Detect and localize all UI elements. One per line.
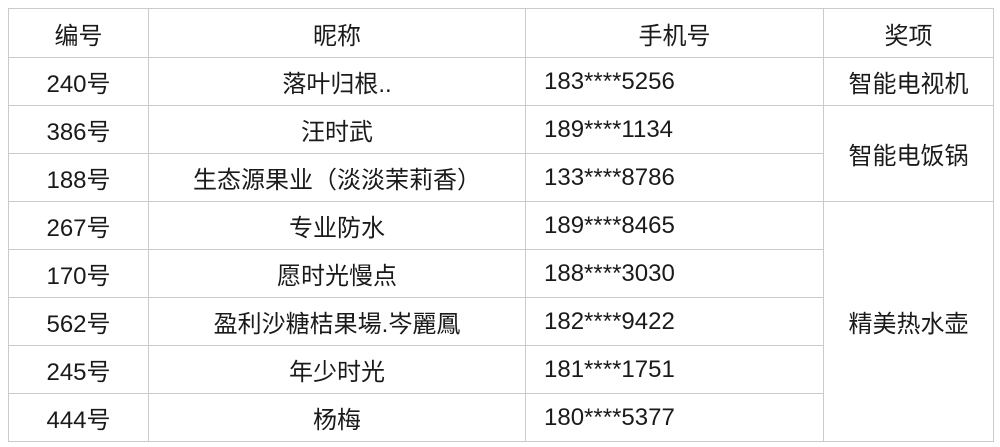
- cell-phone: 189****1134: [525, 105, 824, 154]
- table-body: 240号 落叶归根.. 183****5256 智能电视机 386号 汪时武 1…: [8, 57, 994, 442]
- cell-phone: 182****9422: [525, 297, 824, 346]
- cell-prize: 智能电视机: [823, 57, 994, 106]
- cell-phone: 189****8465: [525, 201, 824, 250]
- column-header-prize: 奖项: [823, 8, 994, 58]
- table-row: 444号 杨梅 180****5377: [8, 393, 994, 442]
- table-row: 267号 专业防水 189****8465 精美热水壶: [8, 201, 994, 442]
- cell-nickname: 落叶归根..: [148, 57, 526, 106]
- table-row: 245号 年少时光 181****1751: [8, 345, 994, 394]
- cell-phone: 183****5256: [525, 57, 824, 106]
- cell-phone: 133****8786: [525, 153, 824, 202]
- header-row: 编号 昵称 手机号 奖项: [8, 8, 994, 58]
- cell-nickname: 生态源果业（淡淡茉莉香）: [148, 153, 526, 202]
- cell-id: 170号: [8, 249, 149, 298]
- cell-id: 444号: [8, 393, 149, 442]
- cell-id: 188号: [8, 153, 149, 202]
- cell-prize: 智能电饭锅: [823, 105, 994, 202]
- cell-id: 267号: [8, 201, 149, 250]
- column-header-nickname: 昵称: [148, 8, 526, 58]
- cell-phone: 181****1751: [525, 345, 824, 394]
- table-row: 562号 盈利沙糖桔果場.岑麗鳳 182****9422: [8, 297, 994, 346]
- cell-nickname: 年少时光: [148, 345, 526, 394]
- cell-id: 240号: [8, 57, 149, 106]
- cell-nickname: 愿时光慢点: [148, 249, 526, 298]
- cell-nickname: 专业防水: [148, 201, 526, 250]
- cell-prize: 精美热水壶: [823, 201, 994, 442]
- cell-id: 386号: [8, 105, 149, 154]
- column-header-phone: 手机号: [525, 8, 824, 58]
- cell-nickname: 汪时武: [148, 105, 526, 154]
- cell-phone: 180****5377: [525, 393, 824, 442]
- cell-nickname: 杨梅: [148, 393, 526, 442]
- cell-phone: 188****3030: [525, 249, 824, 298]
- winners-table: 编号 昵称 手机号 奖项 240号 落叶归根.. 183****5256 智能电…: [8, 8, 994, 442]
- cell-nickname: 盈利沙糖桔果場.岑麗鳳: [148, 297, 526, 346]
- table-header: 编号 昵称 手机号 奖项: [8, 8, 994, 58]
- cell-id: 562号: [8, 297, 149, 346]
- table-row: 386号 汪时武 189****1134 智能电饭锅: [8, 105, 994, 202]
- column-header-id: 编号: [8, 8, 149, 58]
- table-row: 188号 生态源果业（淡淡茉莉香） 133****8786: [8, 153, 994, 202]
- cell-id: 245号: [8, 345, 149, 394]
- table-row: 240号 落叶归根.. 183****5256 智能电视机: [8, 57, 994, 106]
